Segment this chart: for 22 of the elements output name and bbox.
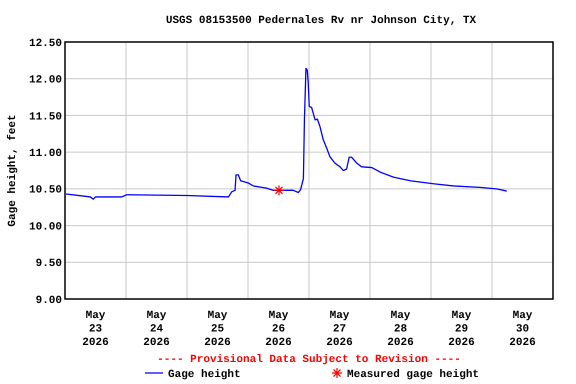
y-tick-label: 9.50 (36, 258, 62, 270)
x-tick-label: May 30 2026 (509, 310, 536, 349)
y-tick-label: 11.50 (28, 111, 62, 124)
x-tick-label: May 26 2026 (265, 310, 292, 349)
x-tick-label: May 29 2026 (448, 310, 475, 349)
line-series (65, 68, 508, 200)
legend-label: Measured gage height (347, 368, 480, 381)
y-axis-title: Gage height, feet (6, 114, 19, 227)
x-tick-label: May 23 2026 (82, 310, 109, 349)
chart-title: USGS 08153500 Pedernales Rv nr Johnson City, TX (166, 15, 477, 27)
y-tick-label: 10.00 (28, 221, 62, 234)
y-tick-label: 10.50 (28, 184, 62, 197)
x-tick-label: May 24 2026 (143, 310, 170, 349)
x-tick-label: May 28 2026 (387, 310, 414, 349)
legend-label: Gage height (168, 368, 241, 381)
y-tick-label: 11.00 (28, 148, 62, 160)
x-tick-label: May 25 2026 (204, 310, 231, 349)
y-tick-label: 9.00 (36, 294, 62, 307)
y-tick-label: 12.00 (28, 74, 62, 87)
x-tick-label: May 27 2026 (326, 310, 353, 349)
y-tick-label: 12.50 (28, 38, 62, 50)
text: ---- Provisional Data Subject to Revision ---- (157, 354, 461, 366)
